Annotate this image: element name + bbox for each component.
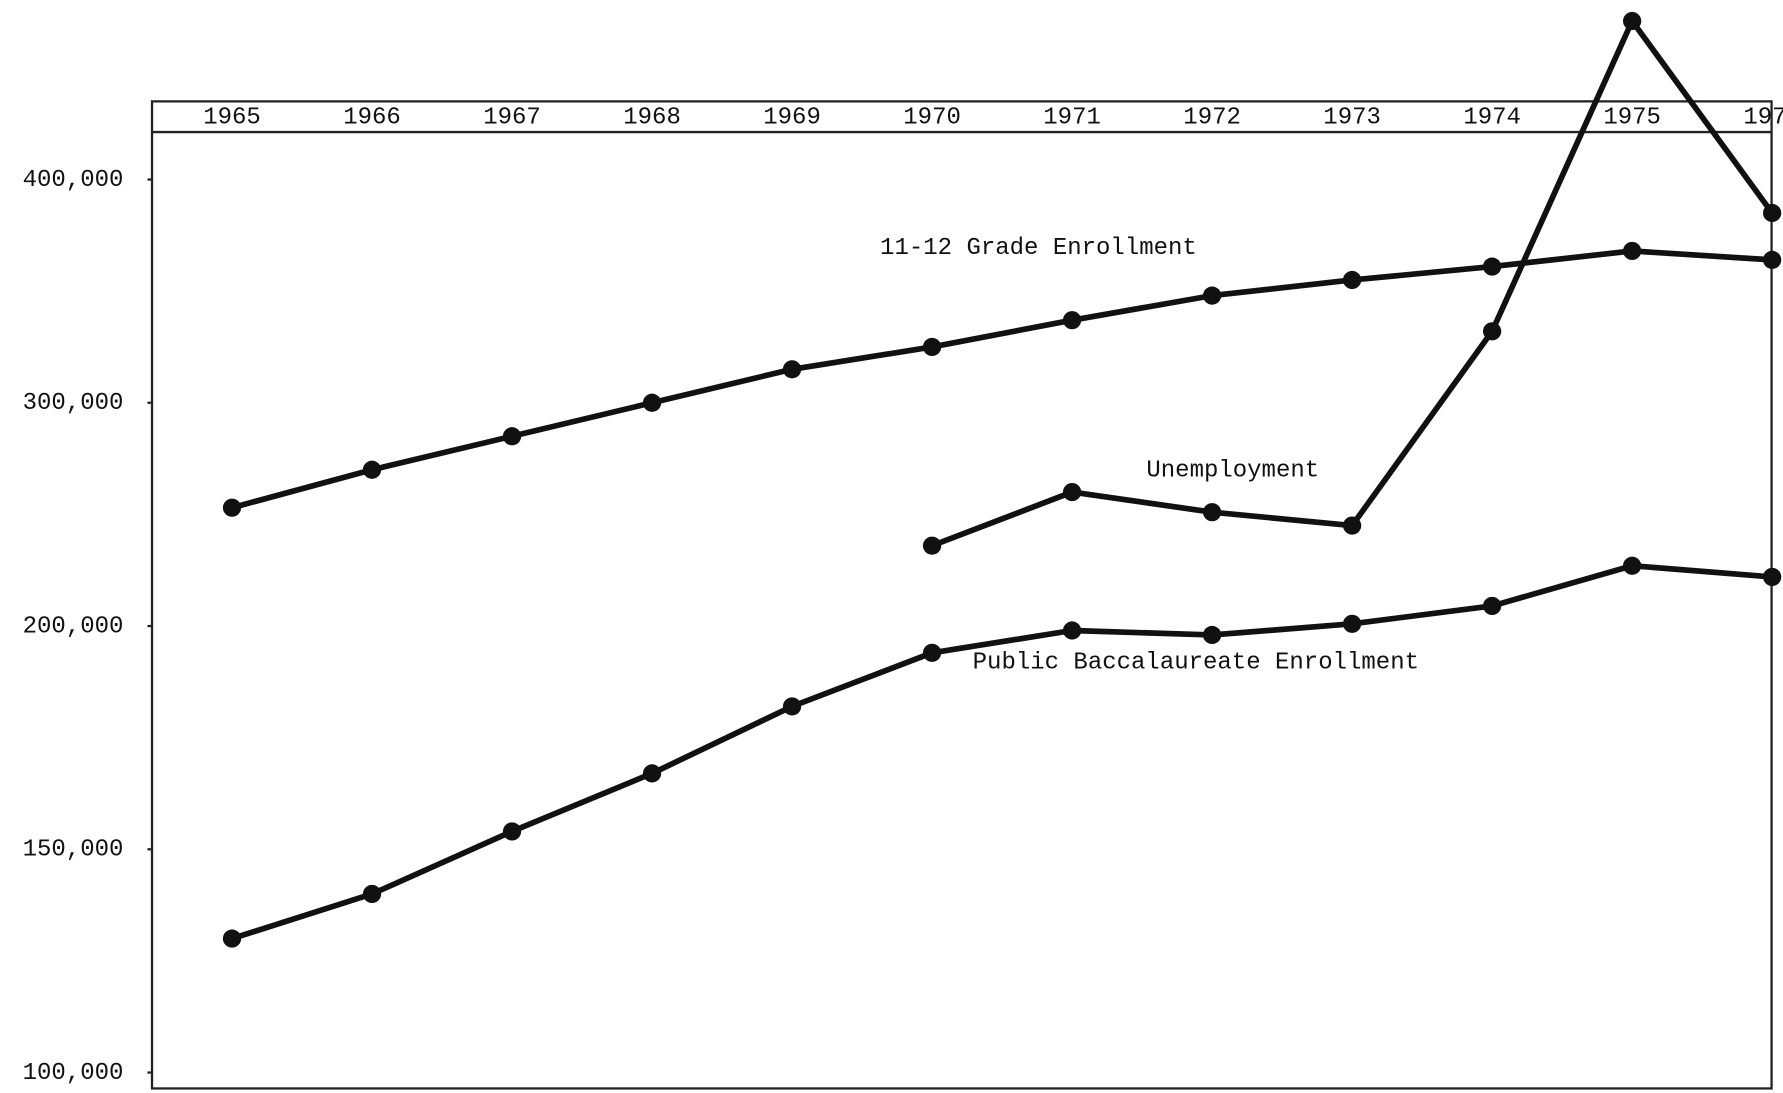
data-point [1202,503,1222,522]
data-point [782,697,802,716]
y-tick-label: 400,000 [23,167,124,194]
x-tick-label: 1973 [1323,105,1381,132]
data-point [1062,621,1082,640]
data-point [362,884,382,904]
data-point [1202,625,1222,645]
x-tick-label: 1975 [1603,105,1661,132]
series-line [229,248,1775,511]
x-tick-label: 1970 [903,105,961,132]
series-label: Unemployment [1146,458,1319,485]
x-tick-label: 1965 [203,105,261,132]
data-point [502,427,522,446]
data-point [1062,311,1082,330]
data-point [1062,482,1082,502]
data-point [922,643,942,662]
data-point [1482,596,1502,616]
x-tick-label: 1967 [483,105,541,132]
x-tick-label: 1976 [1743,105,1783,132]
y-tick-label: 150,000 [23,837,124,864]
y-tick-label: 100,000 [23,1060,124,1087]
series-label: 11-12 Grade Enrollment [880,235,1197,262]
x-tick-label: 1974 [1463,105,1521,132]
x-tick-label: 1968 [623,105,681,132]
data-point [922,536,942,555]
series-line [229,562,1775,942]
data-point [782,360,802,379]
data-point [1622,556,1642,575]
data-point [1762,203,1782,223]
x-tick-label: 1969 [763,105,821,132]
data-point [502,822,522,841]
data-point [1482,322,1502,341]
data-point [1622,241,1642,261]
data-point [1622,11,1642,31]
data-point [922,337,942,357]
data-point [1342,270,1362,290]
data-point [362,460,382,479]
series-label: Public Baccalaureate Enrollment [973,650,1419,677]
data-point [1202,286,1222,305]
data-point [1762,250,1782,269]
x-tick-label: 1966 [343,105,401,132]
plot-frame [150,100,1773,1090]
data-point [222,929,242,948]
data-point [222,498,242,517]
data-point [642,764,662,783]
data-point [1342,614,1362,633]
x-tick-label: 1971 [1043,105,1101,132]
data-point [1762,567,1782,587]
data-point [1342,516,1362,535]
data-point [642,393,662,412]
x-tick-label: 1972 [1183,105,1241,132]
y-tick-label: 200,000 [23,613,124,640]
y-tick-label: 300,000 [23,390,124,417]
data-point [1482,257,1502,276]
